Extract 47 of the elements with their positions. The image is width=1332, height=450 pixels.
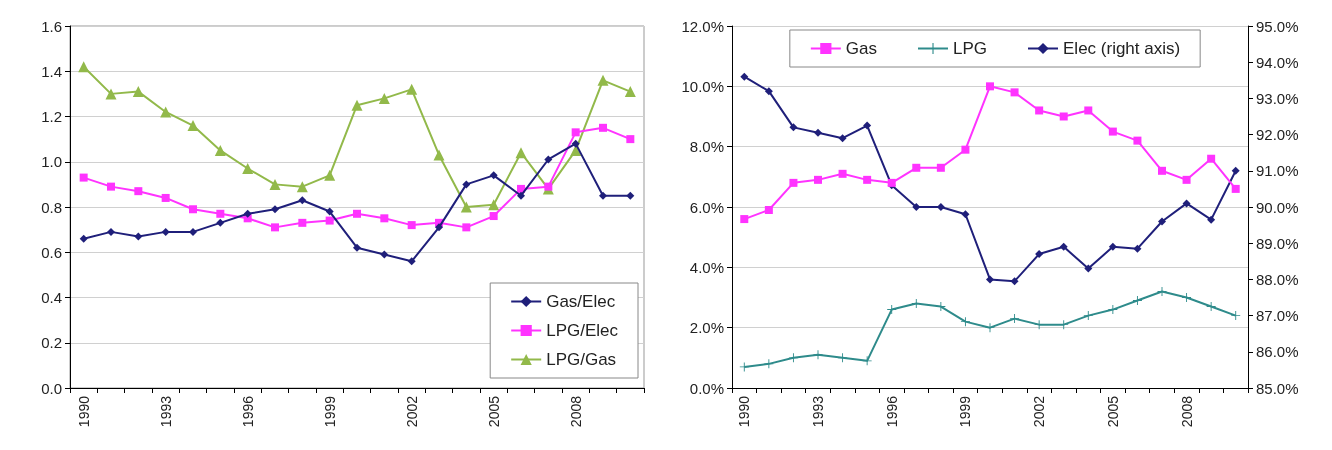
y2-tick-label: 86.0%	[1256, 343, 1299, 361]
legend-label: Elec (right axis)	[1063, 39, 1181, 58]
legend-label: LPG/Elec	[546, 321, 619, 340]
legend-label: Gas/Elec	[546, 292, 616, 311]
y2-tick-label: 95.0%	[1256, 17, 1299, 35]
y2-tick-label: 85.0%	[1256, 379, 1299, 397]
y-tick-label: 2.0%	[689, 319, 724, 337]
x-tick-label: 2002	[1031, 395, 1048, 428]
y-tick-label: 0.4	[41, 289, 62, 306]
y2-tick-label: 87.0%	[1256, 307, 1299, 325]
x-tick-label: 1993	[810, 395, 826, 428]
x-tick-label: 2008	[1178, 395, 1195, 428]
y2-tick-label: 88.0%	[1256, 270, 1299, 288]
x-tick-label: 1996	[883, 395, 900, 428]
y-tick-label: 8.0%	[689, 138, 724, 156]
legend-label: LPG/Gas	[546, 350, 617, 369]
y-tick-label: 1.4	[41, 62, 62, 80]
x-tick-label: 1993	[157, 395, 174, 428]
y-tick-label: 0.8	[41, 198, 62, 216]
y-tick-label: 1.6	[41, 17, 62, 35]
y2-tick-label: 93.0%	[1256, 89, 1299, 107]
y-tick-label: 10.0%	[681, 77, 724, 95]
legend-label: LPG	[953, 39, 988, 58]
x-tick-label: 2005	[1104, 395, 1121, 428]
text: 1.0	[41, 153, 62, 171]
y-tick-label: 0.6	[41, 243, 62, 261]
y-tick-label: 1.2	[41, 108, 62, 125]
y-tick-label: 0.0%	[689, 379, 724, 397]
x-tick-label: 2002	[403, 395, 420, 428]
y-tick-label: 0.2	[41, 334, 62, 352]
y-tick-label: 6.0%	[689, 198, 724, 216]
y2-tick-label: 89.0%	[1256, 234, 1299, 252]
legend-label: Gas	[845, 39, 878, 58]
y2-tick-label: 91.0%	[1256, 162, 1299, 180]
y-tick-label: 4.0%	[689, 258, 724, 276]
x-tick-label: 2005	[485, 395, 502, 428]
y2-tick-label: 92.0%	[1256, 126, 1299, 144]
x-tick-label: 1990	[75, 395, 92, 428]
x-tick-label: 1999	[321, 395, 338, 428]
text: 0.0	[41, 379, 62, 397]
x-tick-label: 1990	[736, 395, 753, 428]
x-tick-label: 2008	[567, 395, 584, 428]
y-tick-label: 12.0%	[681, 17, 724, 35]
x-tick-label: 1999	[957, 395, 974, 428]
y2-tick-label: 90.0%	[1256, 198, 1299, 216]
y2-tick-label: 94.0%	[1256, 53, 1299, 71]
x-tick-label: 1996	[239, 395, 256, 428]
